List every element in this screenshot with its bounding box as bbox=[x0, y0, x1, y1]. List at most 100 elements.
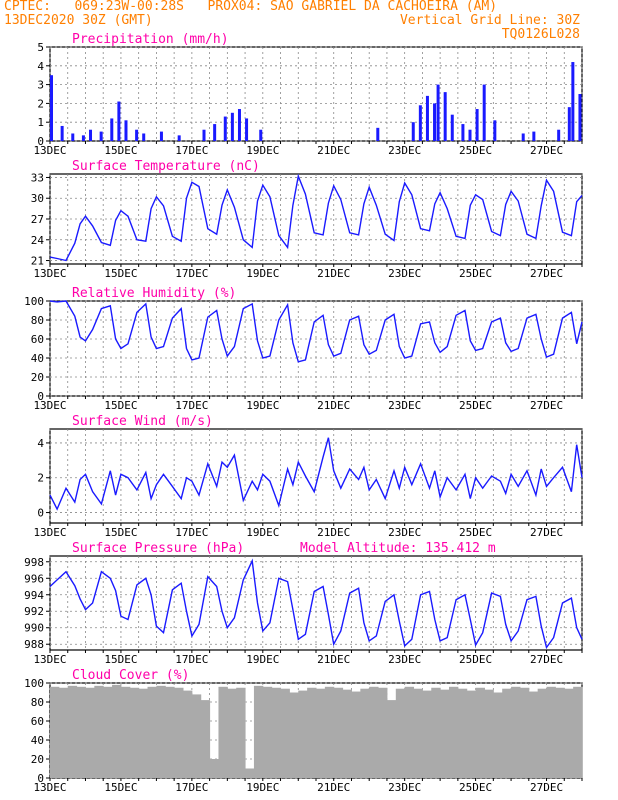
cloud-bar bbox=[316, 688, 326, 778]
cloud-bar bbox=[502, 688, 512, 778]
cloud-bar bbox=[324, 686, 335, 778]
cloud-bar bbox=[493, 692, 503, 778]
cloud-bar bbox=[449, 686, 459, 778]
cloud-bar bbox=[440, 689, 450, 778]
precip-bar bbox=[433, 103, 437, 141]
x-tick-label: 19DEC bbox=[246, 267, 279, 280]
precip-bar bbox=[557, 129, 561, 141]
x-tick-label: 21DEC bbox=[317, 144, 350, 157]
y-tick-label: 994 bbox=[24, 589, 44, 602]
cloud-bar bbox=[431, 687, 441, 778]
cloud-bar bbox=[466, 690, 477, 778]
cloud-bar bbox=[413, 688, 423, 778]
x-tick-label: 15DEC bbox=[104, 399, 137, 412]
cloud-bar bbox=[386, 700, 397, 778]
y-tick-label: 988 bbox=[24, 638, 44, 651]
precip-bar bbox=[177, 135, 181, 141]
cloud-bar bbox=[564, 688, 574, 778]
cloud-bar bbox=[546, 686, 556, 778]
x-tick-label: 13DEC bbox=[33, 781, 66, 794]
y-tick-label: 33 bbox=[31, 171, 44, 184]
precip-bar bbox=[213, 124, 217, 141]
y-tick-label: 27 bbox=[31, 213, 44, 226]
header-model-code: TQ0126L028 bbox=[501, 27, 580, 42]
cloud-bar bbox=[218, 686, 228, 778]
panel-title: Relative Humidity (%) bbox=[72, 286, 236, 301]
x-tick-label: 19DEC bbox=[246, 653, 279, 666]
x-tick-label: 17DEC bbox=[175, 526, 208, 539]
x-tick-label: 13DEC bbox=[33, 399, 66, 412]
panel-annotation: Model Altitude: 135.412 m bbox=[300, 541, 496, 556]
y-tick-label: 1 bbox=[37, 116, 44, 129]
precip-bar bbox=[532, 131, 536, 141]
precip-bar bbox=[124, 120, 128, 141]
cloud-bar bbox=[138, 688, 149, 778]
precip-bar bbox=[245, 118, 249, 141]
x-tick-label: 23DEC bbox=[388, 144, 421, 157]
cloud-bar bbox=[85, 687, 95, 778]
cloud-bar bbox=[457, 688, 468, 778]
y-tick-label: 30 bbox=[31, 192, 44, 205]
cloud-bar bbox=[67, 685, 78, 778]
x-tick-label: 25DEC bbox=[459, 781, 492, 794]
cloud-bar bbox=[76, 686, 86, 778]
precip-bar bbox=[202, 129, 206, 141]
cloud-bar bbox=[573, 686, 583, 778]
x-tick-label: 19DEC bbox=[246, 526, 279, 539]
cloud-bar bbox=[183, 690, 193, 778]
cloud-bar bbox=[307, 687, 317, 778]
x-tick-label: 13DEC bbox=[33, 144, 66, 157]
cloud-bar bbox=[378, 687, 388, 778]
y-tick-label: 80 bbox=[31, 314, 44, 327]
precip-bar bbox=[571, 62, 575, 141]
x-tick-label: 21DEC bbox=[317, 781, 350, 794]
y-tick-label: 4 bbox=[37, 60, 44, 73]
panel-4: Surface Pressure (hPa) Model Altitude: 13… bbox=[24, 541, 583, 666]
y-tick-label: 20 bbox=[31, 371, 44, 384]
x-tick-label: 15DEC bbox=[104, 653, 137, 666]
x-tick-label: 15DEC bbox=[104, 267, 137, 280]
x-tick-label: 17DEC bbox=[175, 781, 208, 794]
precip-bar bbox=[99, 131, 103, 141]
cloud-bar bbox=[156, 685, 166, 778]
cloud-bar bbox=[129, 687, 140, 778]
x-tick-label: 21DEC bbox=[317, 653, 350, 666]
y-tick-label: 21 bbox=[31, 255, 44, 268]
x-tick-label: 19DEC bbox=[246, 781, 279, 794]
precip-bar bbox=[223, 116, 227, 141]
x-tick-label: 25DEC bbox=[459, 267, 492, 280]
panel-0: Precipitation (mm/h) 0 1 2 3 4 5 13DEC 15DEC 17DE… bbox=[33, 32, 583, 157]
x-tick-label: 23DEC bbox=[388, 526, 421, 539]
cloud-bar bbox=[103, 686, 113, 778]
cloud-bar bbox=[280, 688, 290, 778]
x-tick-label: 23DEC bbox=[388, 267, 421, 280]
y-tick-label: 40 bbox=[31, 352, 44, 365]
panel-5: Cloud Cover (%) 0 20 40 60 80 100 13DEC 15DEC 17D… bbox=[24, 668, 583, 794]
cloud-bar bbox=[271, 687, 282, 778]
x-tick-label: 25DEC bbox=[459, 144, 492, 157]
cloud-bar bbox=[209, 759, 219, 778]
cloud-bar bbox=[351, 691, 361, 778]
x-tick-label: 27DEC bbox=[530, 526, 563, 539]
y-tick-label: 0 bbox=[37, 772, 44, 785]
y-tick-label: 4 bbox=[37, 437, 44, 450]
series-line bbox=[49, 437, 583, 511]
precip-bar bbox=[411, 122, 415, 141]
x-tick-label: 13DEC bbox=[33, 526, 66, 539]
x-tick-label: 27DEC bbox=[530, 781, 563, 794]
precip-bar bbox=[567, 107, 571, 141]
y-tick-label: 2 bbox=[37, 472, 44, 485]
y-tick-label: 5 bbox=[37, 41, 44, 54]
header-line-1: CPTEC: 069:23W-00:28S PROX04: SAO GABRIE… bbox=[4, 0, 498, 14]
panel-title: Cloud Cover (%) bbox=[72, 668, 189, 683]
x-tick-label: 21DEC bbox=[317, 399, 350, 412]
precip-bar bbox=[578, 94, 582, 141]
y-tick-label: 0 bbox=[37, 135, 44, 148]
precip-bar bbox=[450, 114, 454, 141]
cloud-bar bbox=[245, 768, 255, 778]
cloud-bar bbox=[422, 690, 432, 778]
y-tick-label: 100 bbox=[24, 295, 44, 308]
panel-3: Surface Wind (m/s) 0 2 4 13DEC 15DEC 17DEC 19DE… bbox=[33, 414, 583, 539]
cloud-bar bbox=[395, 688, 406, 778]
y-tick-label: 24 bbox=[31, 234, 45, 247]
